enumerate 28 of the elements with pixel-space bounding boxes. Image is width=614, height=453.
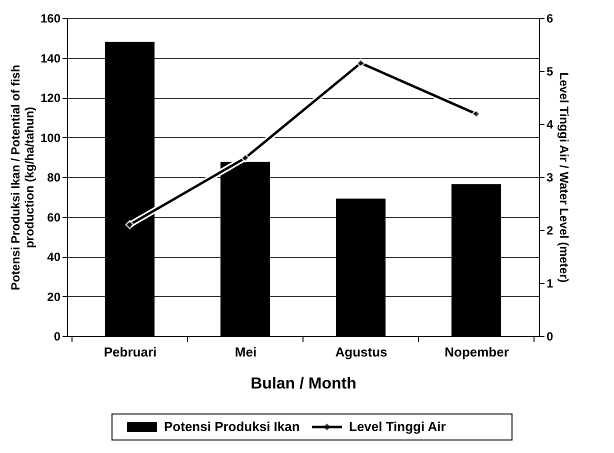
point — [240, 153, 250, 163]
y2-axis-title: Level Tinggi Air / Water Level (meter) — [557, 72, 572, 283]
x-tick-label: Nopember — [444, 344, 509, 360]
x-tick-label: Pebruari — [104, 344, 157, 360]
y-tick-label: 80 — [47, 170, 61, 184]
y2-tick-label: 0 — [546, 330, 554, 344]
x-tick-label: Mei — [234, 344, 257, 360]
legend-label: Potensi Produksi Ikan — [164, 419, 300, 434]
y2-tick-label: 1 — [546, 276, 554, 290]
y-tick-label: 20 — [47, 290, 61, 304]
y2-tick-label: 3 — [546, 170, 554, 184]
y2-tick-label: 6 — [546, 12, 554, 26]
y2-tick-label: 2 — [546, 224, 554, 238]
y-tick-label: 140 — [40, 51, 61, 66]
y-tick-label: 160 — [40, 12, 61, 26]
y-tick-label: 100 — [40, 130, 61, 145]
y2-tick-label: 4 — [546, 118, 554, 132]
y-tick-label: 60 — [47, 210, 61, 224]
point — [356, 58, 366, 68]
y-axis-title: Potensi Produksi Ikan / Potential of fish production (kg/ha/tahun) — [8, 64, 36, 290]
legend-label: Level Tinggi Air — [349, 419, 446, 434]
x-axis-title: Bulan / Month — [250, 376, 356, 392]
y-tick-label: 120 — [40, 91, 61, 105]
x-tick-label: Agustus — [335, 344, 388, 360]
y-tick-label: 40 — [47, 250, 61, 264]
y2-tick-label: 5 — [546, 64, 554, 78]
point — [125, 220, 134, 230]
y-tick-label: 0 — [54, 330, 61, 344]
